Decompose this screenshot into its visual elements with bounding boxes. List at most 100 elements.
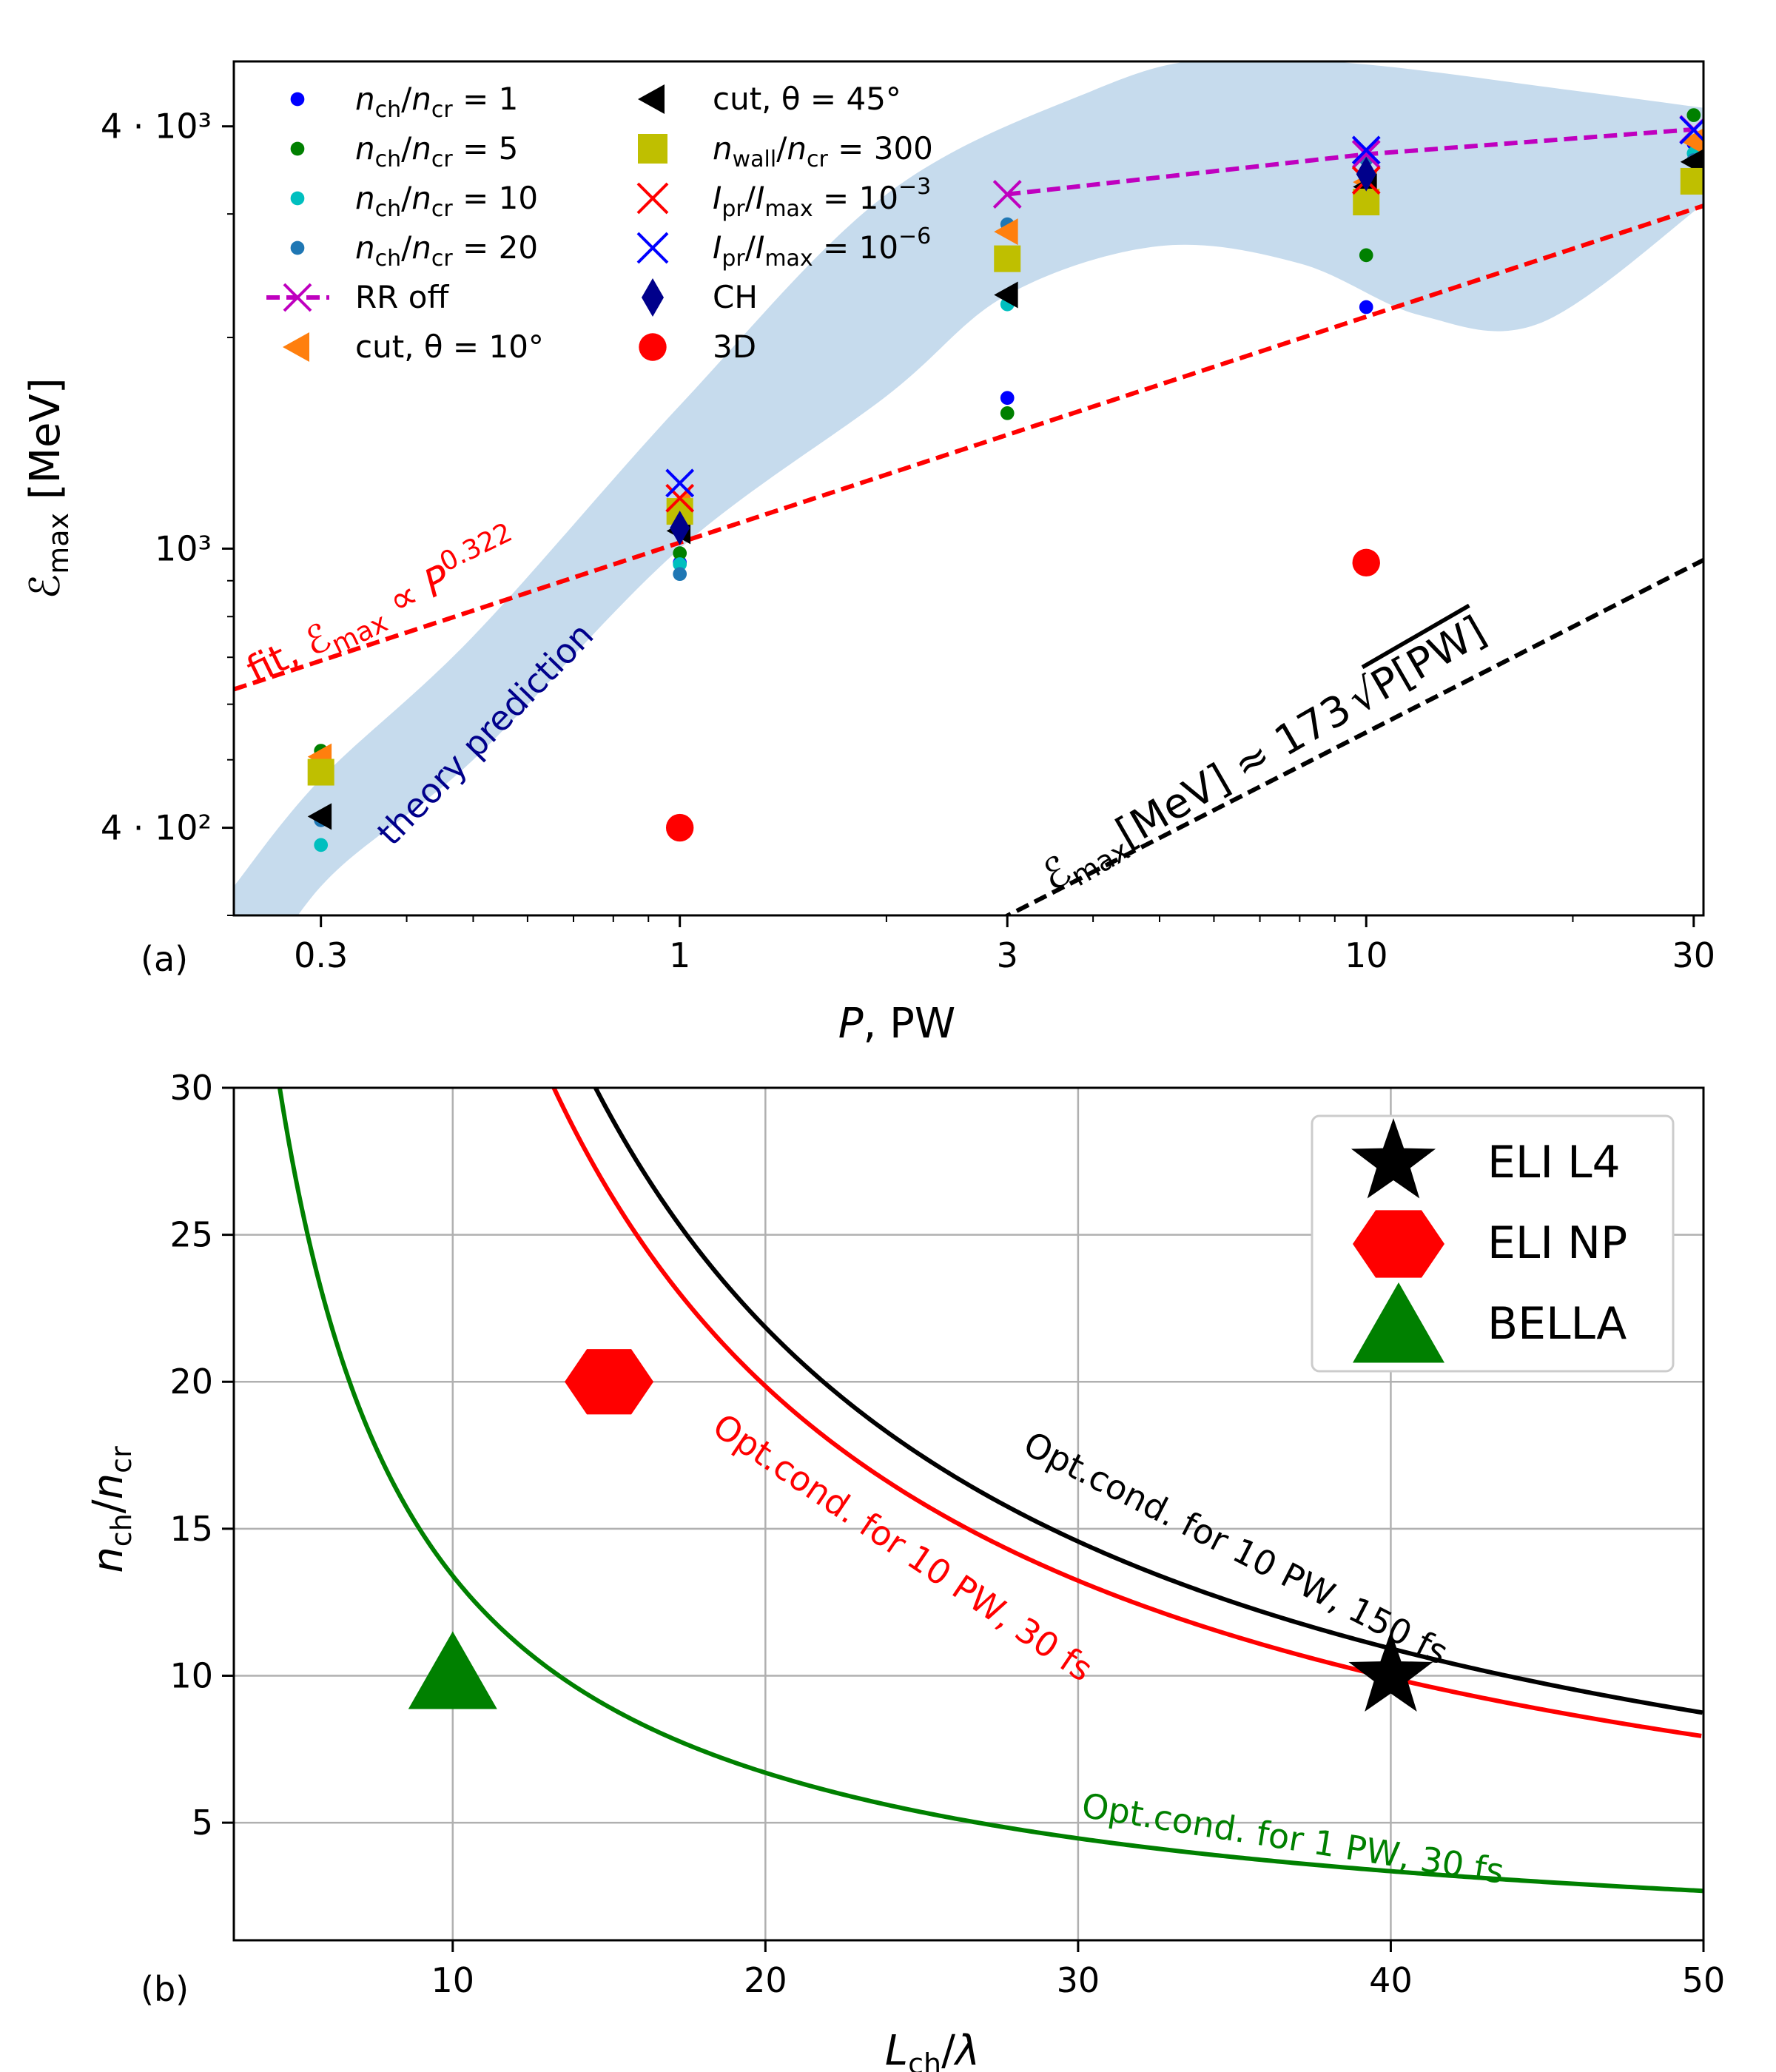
y-axis-label-a: ℰmax [MeV] [21, 377, 75, 599]
point-bella [408, 1631, 497, 1709]
legend-a-marker [638, 84, 665, 114]
curve-opt-cond-for-1-pw-30-fs [277, 1088, 1703, 1894]
x-tick-label-a: 10 [1345, 935, 1388, 975]
axis-ticks-a: 0.3 1 3 10 30 4 · 10² 10³ 4 · 10³ [101, 107, 1715, 975]
x-tick-label-a: 1 [669, 935, 690, 975]
point-3d-0 [665, 813, 694, 842]
y-tick-label-b: 25 [169, 1215, 213, 1255]
legend-a-label: 3D [713, 329, 756, 365]
line-fit [234, 204, 1703, 692]
x-tick-label-b: 50 [1682, 1960, 1726, 2000]
point-n-wall-n-cr-300-2 [994, 245, 1021, 272]
plot-frame-a [232, 60, 1705, 917]
point-eli-l4 [1348, 1631, 1433, 1712]
point-cut-45--2 [994, 281, 1018, 309]
axis-ticks-b: 10 20 30 40 50 5 10 15 20 25 30 [169, 1068, 1725, 2000]
legend-a-label: nch/ncr = 10 [355, 180, 538, 222]
y-tick-label-b: 30 [169, 1068, 213, 1108]
legend-a-marker [636, 182, 669, 215]
y-tick-label-a: 4 · 10² [101, 808, 212, 848]
x-tick-label-a: 3 [997, 935, 1018, 975]
y-tick-label-a: 10³ [155, 528, 212, 568]
sqrt-annotation: ℰmax[MeV] ≈ 173√P[PW] [1034, 607, 1497, 905]
point-cut-45--0 [307, 803, 332, 830]
legend-b-marker-bella [1353, 1282, 1444, 1363]
data-points [307, 108, 1703, 852]
legend-b-marker-eli-l4 [1350, 1118, 1436, 1199]
legend-a-label: nch/ncr = 20 [355, 229, 538, 272]
point-n-wall-n-cr-300-4 [1680, 167, 1703, 195]
point-n-ch-n-cr-5-4 [1686, 108, 1701, 122]
x-tick-label-a: 0.3 [294, 935, 348, 975]
y-tick-label-b: 20 [169, 1362, 213, 1402]
legend-b: ELI L4 ELI NP BELLA [1311, 1114, 1675, 1373]
legend-a-label: cut, θ = 45° [713, 81, 901, 117]
legend-a-marker [290, 141, 305, 156]
legend-a-marker [290, 92, 305, 107]
curve-opt-cond-for-10-pw-30-fs [551, 1088, 1702, 1738]
legend-a-label: cut, θ = 10° [355, 329, 544, 365]
x-tick-label-a: 30 [1672, 935, 1716, 975]
legend-a-marker [642, 278, 664, 317]
legend-eli-np: ELI NP [1487, 1217, 1627, 1269]
panel-label-b: (b) [141, 1969, 189, 2009]
legend-eli-l4: ELI L4 [1487, 1137, 1621, 1188]
fit-lines [234, 204, 1703, 915]
legend-a-marker [283, 283, 312, 312]
legend-a-marker [636, 232, 669, 264]
point-rr-off-1 [1351, 139, 1381, 169]
legend-a-marker [283, 332, 309, 362]
legend-a-label: Ipr/Imax = 10−6 [713, 223, 931, 272]
point-n-ch-n-cr-1-3 [1359, 300, 1373, 314]
optimal-curves [277, 1088, 1703, 1894]
legend-a-label: nch/ncr = 1 [355, 81, 518, 123]
point-n-ch-n-cr-10-0 [314, 838, 329, 852]
theory-band [234, 61, 1703, 915]
panel-label-a: (a) [141, 939, 188, 979]
point-n-ch-n-cr-10-1 [673, 557, 687, 571]
x-axis-label-a: P, PW [838, 1000, 956, 1048]
point-i-pr-i-max-10--0 [665, 483, 695, 513]
point-ch-1 [1356, 156, 1376, 192]
y-tick-label-b: 15 [169, 1509, 213, 1549]
legend-a-marker [290, 240, 305, 255]
curve-opt-cond-for-10-pw-150-fs [593, 1088, 1703, 1715]
legend-a-marker [639, 333, 667, 361]
point-i-pr-i-max-10--1 [1351, 135, 1381, 165]
x-tick-label-b: 10 [431, 1960, 475, 2000]
point-eli-np [565, 1349, 654, 1415]
x-axis-label-b: Lch/λ [885, 2027, 980, 2072]
legend-a-label: nch/ncr = 5 [355, 130, 518, 172]
legend-a-label: Ipr/Imax = 10−3 [713, 174, 931, 222]
point-n-ch-n-cr-5-2 [1000, 406, 1015, 420]
point-n-wall-n-cr-300-0 [307, 758, 334, 786]
point-n-ch-n-cr-1-2 [1000, 391, 1015, 406]
point-cut-10--2 [994, 218, 1018, 246]
point-rr-off-0 [992, 180, 1022, 209]
curve-label-green: Opt.cond. for 1 PW, 30 fs [1079, 1786, 1507, 1892]
plot-frame-b [232, 1086, 1705, 1942]
point-n-wall-n-cr-300-3 [1353, 188, 1380, 215]
legend-a-label: CH [713, 279, 758, 315]
point-n-ch-n-cr-20-1 [673, 567, 687, 582]
legend-bella: BELLA [1487, 1298, 1627, 1350]
facility-points [408, 1349, 1433, 1712]
x-tick-label-b: 40 [1369, 1960, 1413, 2000]
x-tick-label-b: 20 [744, 1960, 787, 2000]
legend-a-label: nwall/ncr = 300 [713, 130, 933, 172]
legend-a-marker [638, 134, 667, 164]
legend-a-marker [290, 191, 305, 206]
point-n-ch-n-cr-5-1 [673, 546, 687, 560]
point-ch-0 [670, 511, 690, 545]
point-i-pr-i-max-10--0 [665, 468, 695, 498]
y-axis-label-b: nch/ncr [84, 1446, 138, 1573]
legend-a-label: RR off [355, 279, 449, 315]
point-n-ch-n-cr-5-3 [1359, 248, 1373, 263]
point-3d-1 [1352, 548, 1380, 577]
y-tick-label-b: 10 [169, 1655, 213, 1695]
legend-a: nch/ncr = 1 nch/ncr = 5 nch/ncr = 10 nch/nc… [266, 81, 933, 365]
y-tick-label-b: 5 [192, 1803, 213, 1843]
legend-b-marker-eli-np [1353, 1210, 1444, 1278]
y-tick-label-a: 4 · 10³ [101, 107, 212, 147]
